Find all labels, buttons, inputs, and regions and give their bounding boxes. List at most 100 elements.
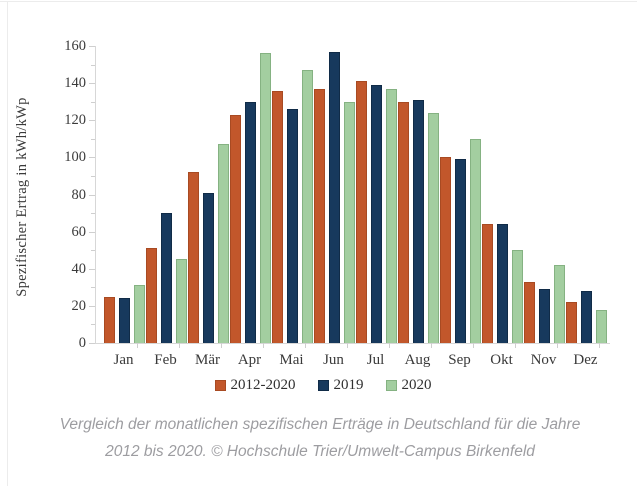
y-tick-label: 40 (71, 260, 87, 277)
bar-2012-2020-Okt (482, 224, 493, 343)
bar-chart: Spezifischer Ertrag in kWh/kWp 0 20 40 60 80… (0, 38, 637, 394)
bar-2020-Jul (386, 88, 397, 343)
bar-2020-Jan (134, 285, 145, 343)
bar-2012-2020-Apr (230, 114, 241, 343)
y-major-tick (89, 120, 95, 122)
y-tick-label: 20 (71, 297, 87, 314)
x-boundary-tick (431, 343, 432, 348)
y-tick-label: 100 (64, 149, 86, 166)
bar-2020-Apr (260, 53, 271, 343)
legend-swatch-icon (214, 380, 226, 391)
x-tick-label-Aug: Aug (404, 352, 431, 368)
x-tick-label-Dez: Dez (573, 352, 598, 368)
bar-2012-2020-Nov (524, 281, 535, 343)
y-minor-tick (91, 138, 95, 140)
plot-area (95, 46, 610, 344)
y-major-tick (89, 194, 95, 196)
x-tick-label-Feb: Feb (154, 352, 177, 368)
figure-caption: Vergleich der monatlichen spezifischen E… (0, 411, 637, 465)
y-tick-label: 140 (64, 75, 86, 92)
y-major-tick (89, 305, 95, 307)
x-tick-label-Nov: Nov (530, 352, 557, 368)
bar-2020-Sep (470, 138, 481, 343)
legend-label: 2020 (401, 377, 432, 393)
bar-2019-Mai (287, 109, 298, 343)
x-boundary-tick (599, 343, 600, 348)
bar-2012-2020-Jun (314, 88, 325, 343)
bar-2019-Dez (581, 291, 592, 343)
bar-2020-Nov (554, 265, 565, 343)
bar-2019-Sep (455, 159, 466, 343)
chart-legend: 2012-2020 2019 2020 (0, 377, 637, 394)
x-tick-label-Mai: Mai (279, 352, 304, 368)
bar-2019-Apr (245, 101, 256, 343)
y-minor-tick (91, 287, 95, 289)
page-left-border (7, 1, 8, 486)
x-boundary-tick (221, 343, 222, 348)
bar-2012-2020-Mär (188, 172, 199, 343)
bar-2019-Feb (161, 213, 172, 343)
y-major-tick (89, 231, 95, 233)
y-tick-label: 160 (64, 38, 86, 54)
legend-item-2020: 2020 (385, 377, 432, 394)
bar-2020-Okt (512, 250, 523, 343)
bar-2020-Jun (344, 101, 355, 343)
bar-2019-Okt (497, 224, 508, 343)
y-major-tick (89, 46, 95, 47)
legend-label: 2012-2020 (230, 377, 296, 393)
x-boundary-tick (515, 343, 516, 348)
bar-2012-2020-Jan (104, 296, 115, 343)
bar-2012-2020-Dez (566, 302, 577, 343)
page-top-border (0, 1, 637, 2)
bar-2012-2020-Aug (398, 101, 409, 343)
x-boundary-tick (305, 343, 306, 348)
bar-2019-Jun (329, 51, 340, 343)
y-minor-tick (91, 213, 95, 215)
legend-item-2012-2020: 2012-2020 (214, 377, 296, 394)
bar-2020-Mai (302, 70, 313, 343)
bar-2012-2020-Feb (146, 248, 157, 343)
bar-2012-2020-Jul (356, 81, 367, 343)
legend-swatch-icon (317, 380, 329, 391)
legend-swatch-icon (385, 380, 397, 391)
x-tick-label-Okt: Okt (490, 352, 513, 368)
bar-2019-Nov (539, 289, 550, 343)
y-minor-tick (91, 175, 95, 177)
bar-2020-Mär (218, 144, 229, 343)
bar-2020-Dez (596, 309, 607, 343)
x-boundary-tick (263, 343, 264, 348)
x-boundary-tick (473, 343, 474, 348)
x-boundary-tick (137, 343, 138, 348)
x-tick-label-Apr: Apr (237, 352, 262, 368)
y-tick-label: 80 (71, 186, 87, 203)
legend-label: 2019 (333, 377, 364, 393)
x-tick-label-Jun: Jun (323, 352, 344, 368)
caption-line-2: 2012 bis 2020. © Hochschule Trier/Umwelt… (105, 443, 535, 460)
bar-2012-2020-Mai (272, 90, 283, 343)
bar-2020-Feb (176, 259, 187, 343)
y-tick-label: 120 (64, 112, 86, 129)
bar-2019-Jan (119, 298, 130, 343)
x-boundary-tick (389, 343, 390, 348)
x-tick-label-Jul: Jul (366, 352, 385, 368)
y-minor-tick (91, 101, 95, 103)
y-major-tick (89, 343, 95, 344)
y-tick-label: 0 (78, 335, 86, 351)
y-tick-label: 60 (71, 223, 87, 240)
legend-item-2019: 2019 (317, 377, 364, 394)
bar-2019-Aug (413, 99, 424, 343)
x-boundary-tick (347, 343, 348, 348)
bar-2019-Jul (371, 84, 382, 343)
x-tick-label-Mär: Mär (195, 352, 220, 368)
x-tick-label-Sep: Sep (448, 352, 471, 368)
y-minor-tick (91, 64, 95, 66)
y-major-tick (89, 83, 95, 85)
x-boundary-tick (557, 343, 558, 348)
bar-2020-Aug (428, 112, 439, 343)
caption-line-1: Vergleich der monatlichen spezifischen E… (59, 416, 581, 433)
x-tick-label-Jan: Jan (113, 352, 134, 368)
x-boundary-tick (179, 343, 180, 348)
y-major-tick (89, 268, 95, 270)
y-major-tick (89, 157, 95, 159)
